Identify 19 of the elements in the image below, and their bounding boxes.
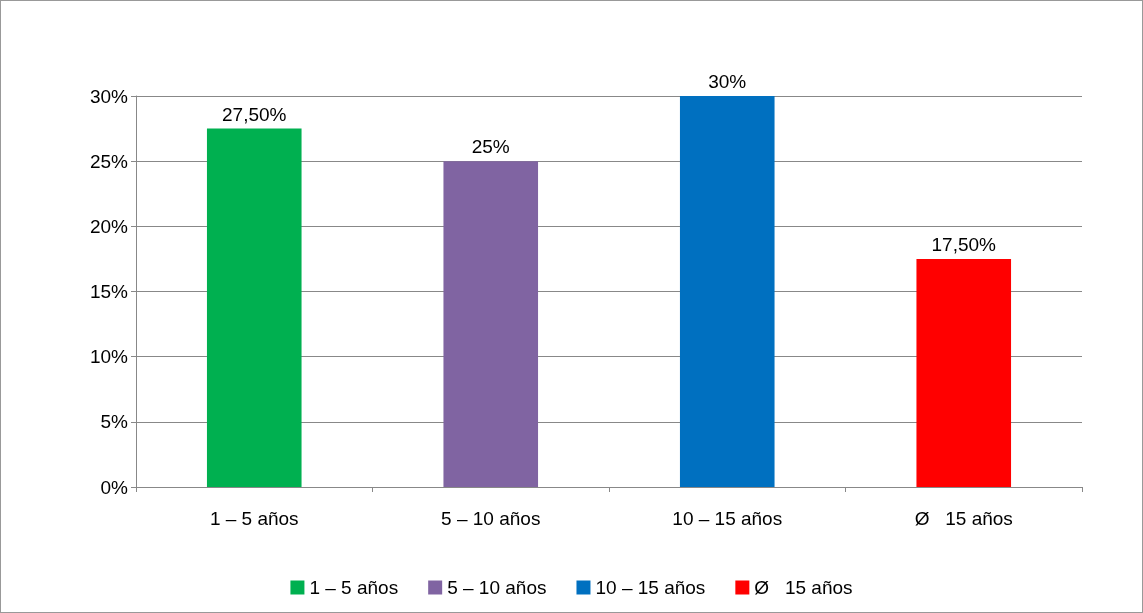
y-tick-label: 20% bbox=[89, 215, 129, 237]
legend-label: 1 – 5 años bbox=[309, 577, 399, 598]
data-label: 30% bbox=[708, 71, 747, 92]
y-tick-label: 30% bbox=[89, 85, 129, 107]
x-tick-label: 5 – 10 años bbox=[441, 508, 541, 529]
y-tick-label: 0% bbox=[100, 476, 129, 498]
x-tick-label: Ø 15 años bbox=[914, 508, 1013, 529]
legend-label: 5 – 10 años bbox=[447, 577, 547, 598]
data-label: 27,50% bbox=[222, 103, 287, 125]
legend-label: 10 – 15 años bbox=[595, 577, 706, 598]
y-tick-label: 5% bbox=[100, 411, 129, 433]
legend-label: Ø 15 años bbox=[754, 577, 853, 598]
x-tick-label: 10 – 15 años bbox=[672, 508, 783, 529]
y-tick-label: 10% bbox=[89, 346, 129, 368]
y-tick-label: 15% bbox=[89, 281, 129, 302]
x-tick-label: 1 – 5 años bbox=[209, 508, 299, 529]
data-label: 17,50% bbox=[931, 233, 997, 255]
y-tick-label: 25% bbox=[89, 150, 129, 172]
data-label: 25% bbox=[471, 136, 510, 158]
